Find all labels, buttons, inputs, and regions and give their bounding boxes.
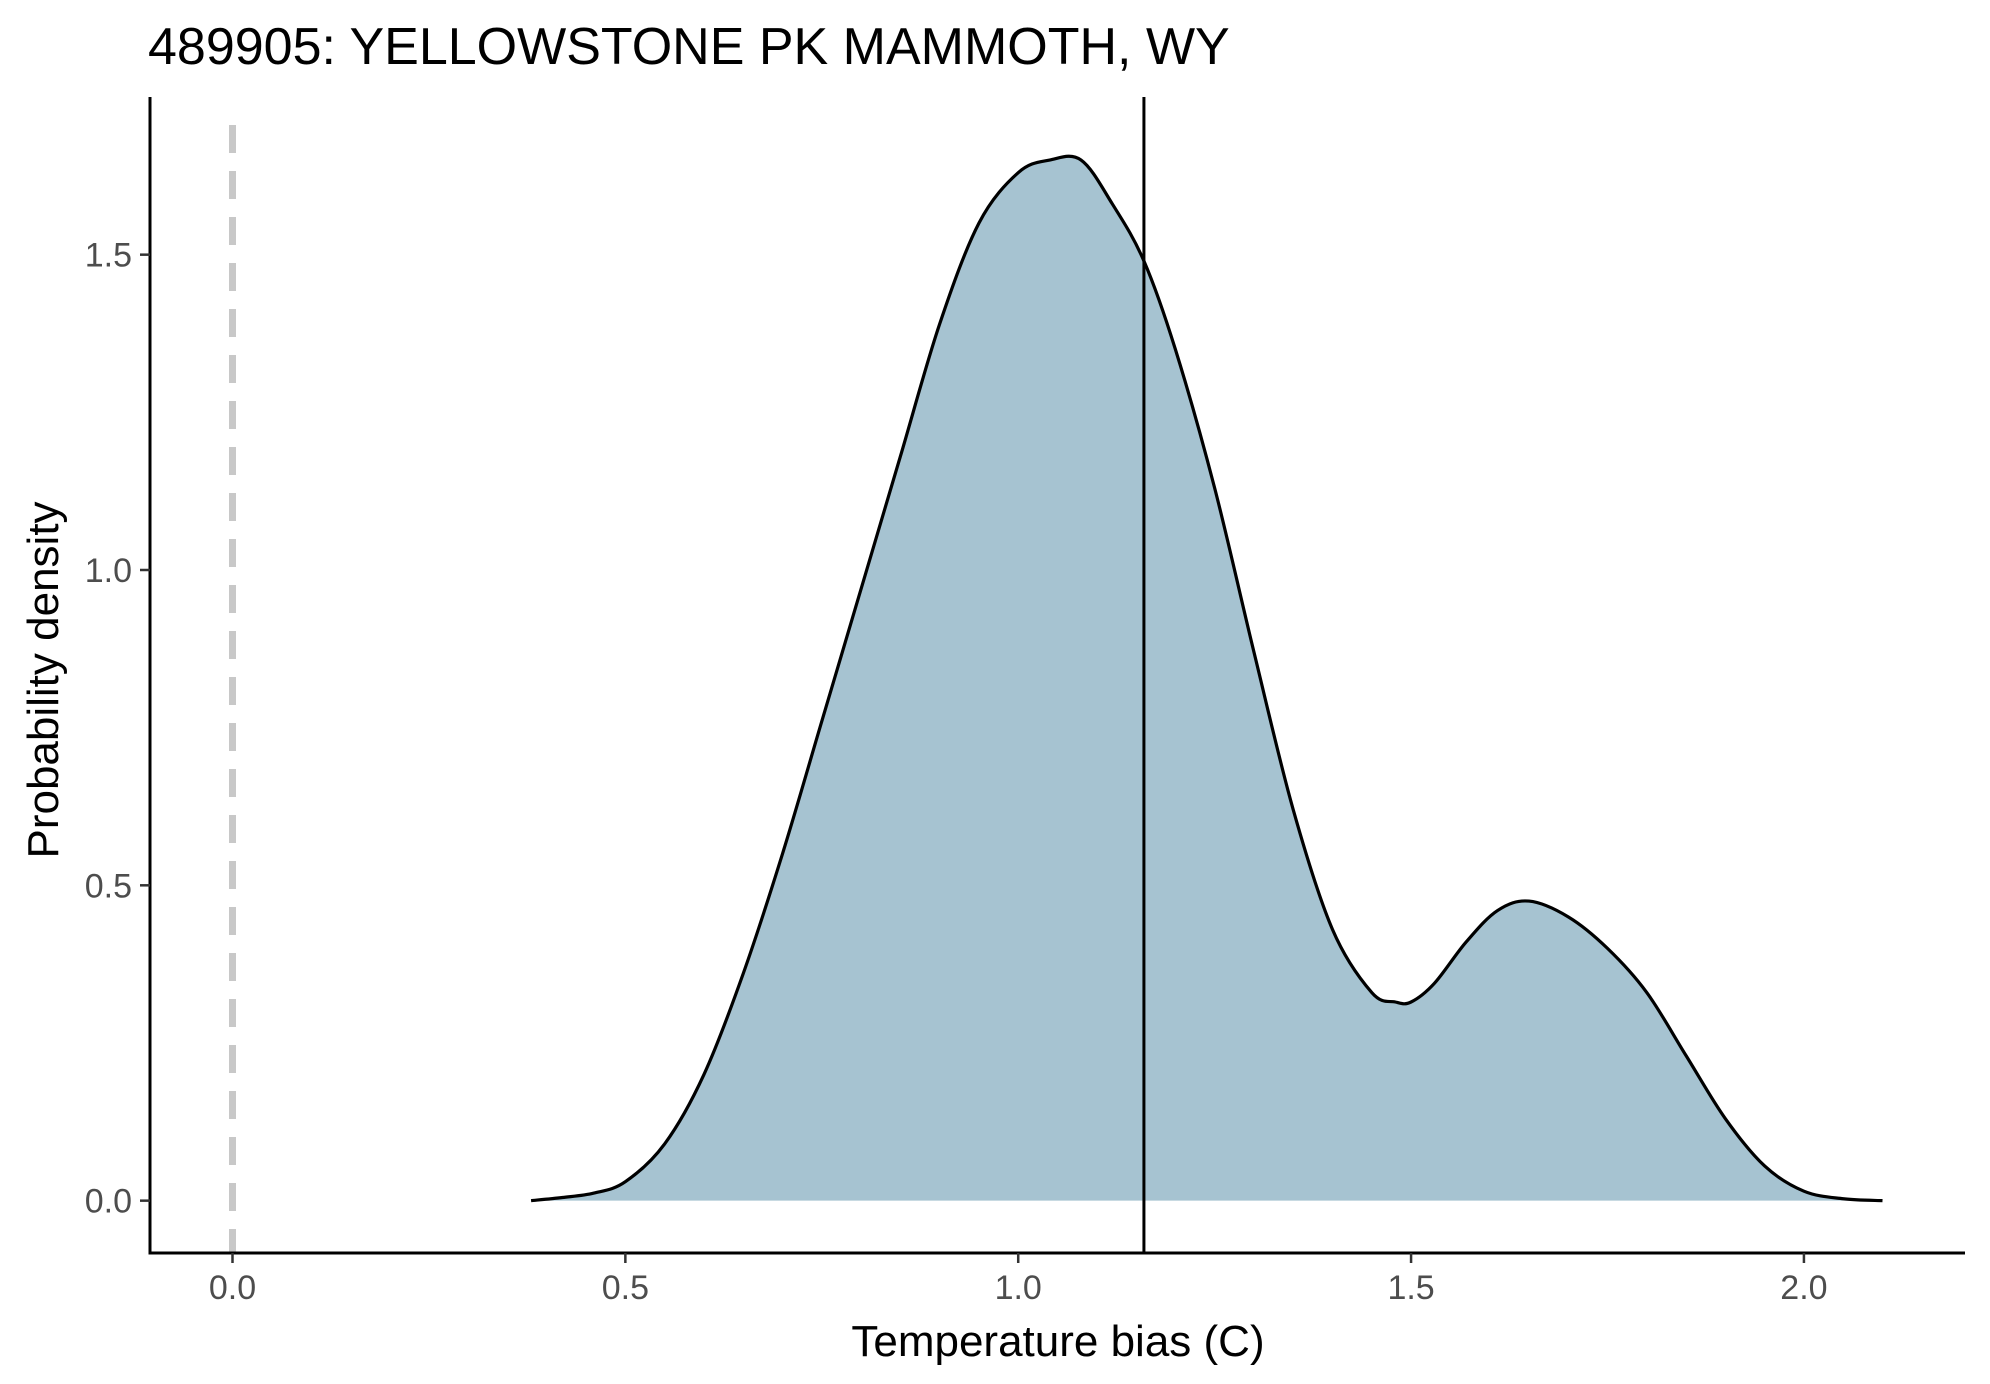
- y-tick-label: 1.5: [85, 237, 132, 275]
- y-tick-label: 0.5: [85, 867, 132, 905]
- x-tick-label: 0.5: [602, 1269, 649, 1307]
- axes: 0.0 0.5 1.0 1.5 2.0 0.0 0.5 1.0 1.5: [85, 97, 1965, 1307]
- x-axis-title: Temperature bias (C): [851, 1317, 1264, 1366]
- y-tick-label: 1.0: [85, 552, 132, 590]
- y-axis-title: Probability density: [19, 501, 68, 858]
- x-tick-label: 0.0: [209, 1269, 256, 1307]
- x-tick-label: 1.0: [995, 1269, 1042, 1307]
- x-tick-label: 1.5: [1387, 1269, 1434, 1307]
- density-curve-0: [530, 154, 1883, 1203]
- density-area-0: [531, 156, 1883, 1201]
- plot-area: [229, 97, 1883, 1253]
- chart-title: 489905: YELLOWSTONE PK MAMMOTH, WY: [148, 18, 1230, 76]
- y-tick-label: 0.0: [85, 1183, 132, 1221]
- x-tick-label: 2.0: [1780, 1269, 1827, 1307]
